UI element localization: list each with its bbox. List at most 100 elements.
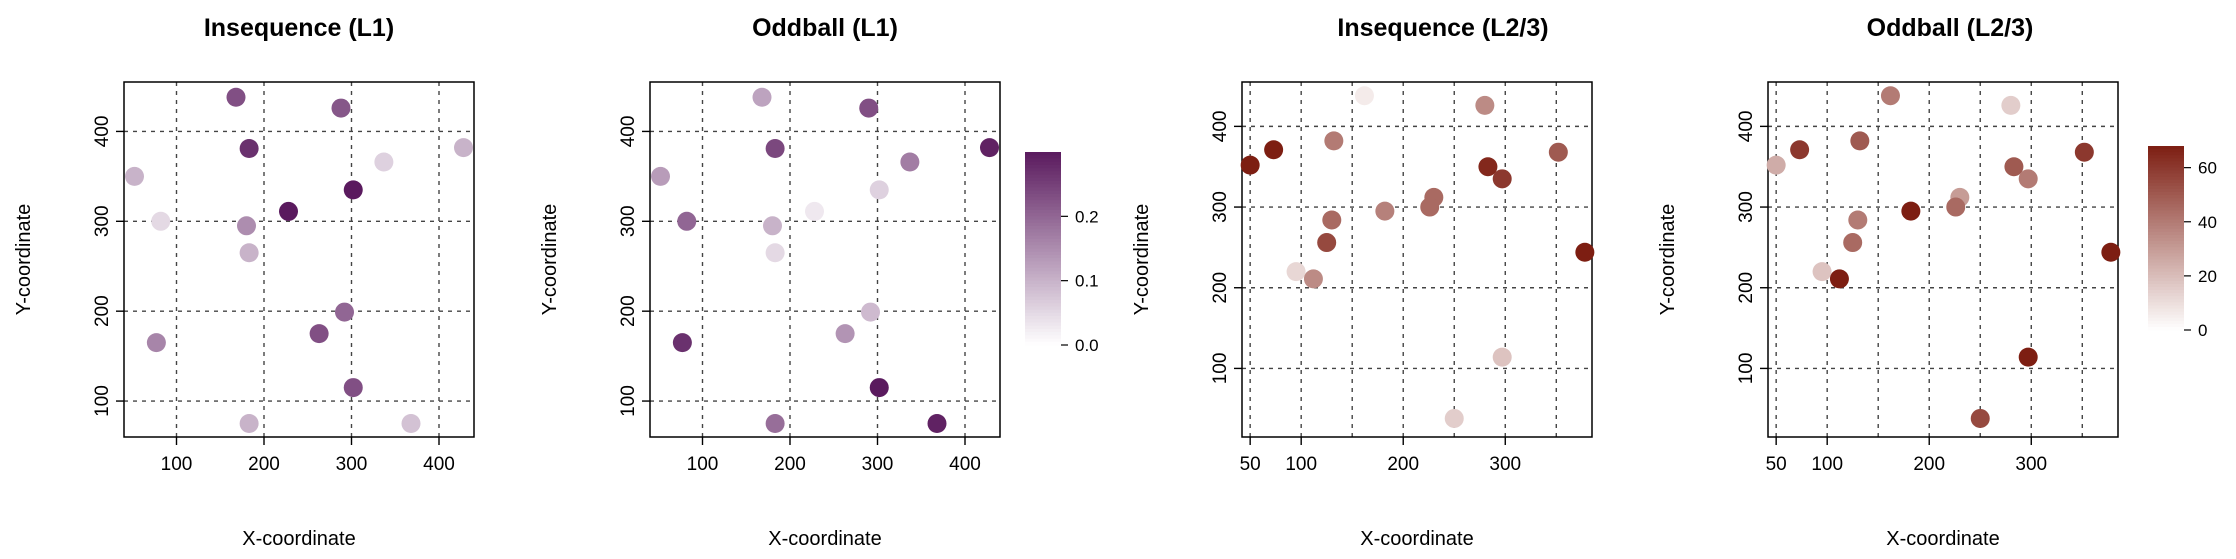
y-tick-label: 200 — [1210, 272, 1231, 304]
colorbar-segment — [1025, 264, 1061, 269]
data-point — [651, 166, 670, 186]
chart-title: Oddball (L1) — [752, 14, 898, 42]
data-point — [1970, 408, 1990, 428]
colorbar-segment — [2148, 222, 2184, 227]
x-tick-label: 200 — [248, 454, 280, 475]
colorbar-tick-label: 0.1 — [1075, 272, 1099, 291]
colorbar-segment — [1025, 190, 1061, 195]
colorbar-segment — [2148, 179, 2184, 184]
chart-panel-1: Insequence (L1) 100 200 300 400 100 200 300 400 X… — [13, 14, 475, 550]
colorbar-segment — [1025, 335, 1061, 340]
colorbar-segment — [2148, 323, 2184, 328]
x-tick-label: 100 — [1285, 454, 1317, 475]
data-point — [343, 180, 363, 200]
colorbar-segment — [1025, 168, 1061, 172]
data-point — [1492, 169, 1512, 189]
y-tick-label: 200 — [92, 295, 113, 327]
colorbar-segment — [2148, 195, 2184, 199]
data-point — [1766, 155, 1786, 175]
colorbar-segment — [1025, 283, 1061, 288]
chart-title: Oddball (L2/3) — [1867, 14, 2034, 42]
colorbar-segment — [2148, 308, 2184, 313]
colorbar-segment — [1025, 209, 1061, 214]
colorbar-segment — [2148, 290, 2184, 294]
x-tick-label: 50 — [1240, 454, 1261, 475]
colorbar-segment — [2148, 271, 2184, 276]
colorbar-segment — [1025, 222, 1061, 227]
colorbar-segment — [1025, 235, 1061, 240]
data-point — [1548, 142, 1568, 162]
data-point — [980, 138, 999, 158]
colorbar-segment — [2148, 213, 2184, 218]
colorbar-segment — [1025, 267, 1061, 272]
colorbar-segment — [2148, 149, 2184, 153]
data-point — [1901, 201, 1921, 221]
colorbar-segment — [1025, 293, 1061, 298]
data-point — [672, 333, 692, 353]
y-tick-label: 400 — [618, 116, 639, 148]
colorbar-segment — [1025, 238, 1061, 243]
data-point — [454, 138, 473, 158]
data-point — [125, 166, 144, 186]
data-point — [763, 216, 782, 236]
colorbar-segment — [2148, 299, 2184, 303]
colorbar-segment — [2148, 207, 2184, 211]
data-point — [2018, 347, 2038, 367]
colorbar-segment — [2148, 167, 2184, 172]
plot-frame — [1241, 81, 1593, 438]
data-point — [1880, 86, 1900, 106]
colorbar-segment — [1025, 197, 1061, 201]
colorbar-segment — [1025, 319, 1061, 324]
x-axis-label: X-coordinate — [768, 528, 881, 550]
colorbar-segment — [1025, 306, 1061, 311]
colorbar-segment — [1025, 254, 1061, 259]
x-tick-label: 300 — [1489, 454, 1521, 475]
chart-panel-2: Oddball (L1) 100 200 300 400 100 200 300 400 X-co… — [539, 14, 1099, 550]
data-point — [1475, 95, 1495, 115]
x-tick-label: 200 — [774, 454, 806, 475]
colorbar-segment — [2148, 287, 2184, 291]
colorbar-segment — [1025, 213, 1061, 217]
colorbar-segment — [1025, 287, 1061, 291]
colorbar-segment — [2148, 247, 2184, 251]
colorbar-segment — [2148, 250, 2184, 254]
colorbar-segment — [2148, 314, 2184, 319]
y-tick-label: 200 — [1736, 272, 1757, 304]
colorbar-segment — [1025, 219, 1061, 224]
colorbar-segment — [1025, 280, 1061, 285]
colorbar-segment — [1025, 216, 1061, 221]
colorbar-segment — [1025, 171, 1061, 176]
data-point — [1324, 131, 1344, 151]
colorbar-segment — [1025, 225, 1061, 230]
data-point — [869, 180, 889, 200]
colorbar-segment — [2148, 216, 2184, 221]
colorbar-segment — [2148, 170, 2184, 175]
x-tick-label: 100 — [687, 454, 719, 475]
colorbar-segment — [1025, 303, 1061, 307]
y-tick-label: 300 — [1736, 191, 1757, 223]
colorbar-segment — [1025, 325, 1061, 330]
data-point — [2001, 95, 2021, 115]
x-tick-label: 100 — [161, 454, 193, 475]
data-point — [805, 201, 824, 221]
colorbar-segment — [1025, 312, 1061, 317]
colorbar-segment — [2148, 161, 2184, 165]
colorbar-segment — [1025, 341, 1061, 346]
colorbar-segment — [1025, 322, 1061, 327]
x-tick-label: 200 — [1387, 454, 1419, 475]
colorbar-segment — [1025, 242, 1061, 246]
plot-frame — [649, 81, 1001, 438]
colorbar-segment — [2148, 164, 2184, 169]
data-point — [151, 211, 171, 231]
colorbar-tick-label: 0.0 — [1075, 336, 1099, 355]
colorbar-segment — [1025, 152, 1061, 156]
colorbar-tick-label: 40 — [2198, 213, 2217, 232]
colorbar: 0 20 40 60 — [2148, 146, 2217, 340]
chart-panel-4: Oddball (L2/3)50 100 200 300100200300400X-c… — [1657, 14, 2217, 550]
data-point — [861, 302, 880, 322]
data-point — [239, 243, 259, 263]
colorbar-segment — [2148, 219, 2184, 224]
y-tick-label: 300 — [618, 205, 639, 237]
plot-frame — [123, 81, 475, 438]
